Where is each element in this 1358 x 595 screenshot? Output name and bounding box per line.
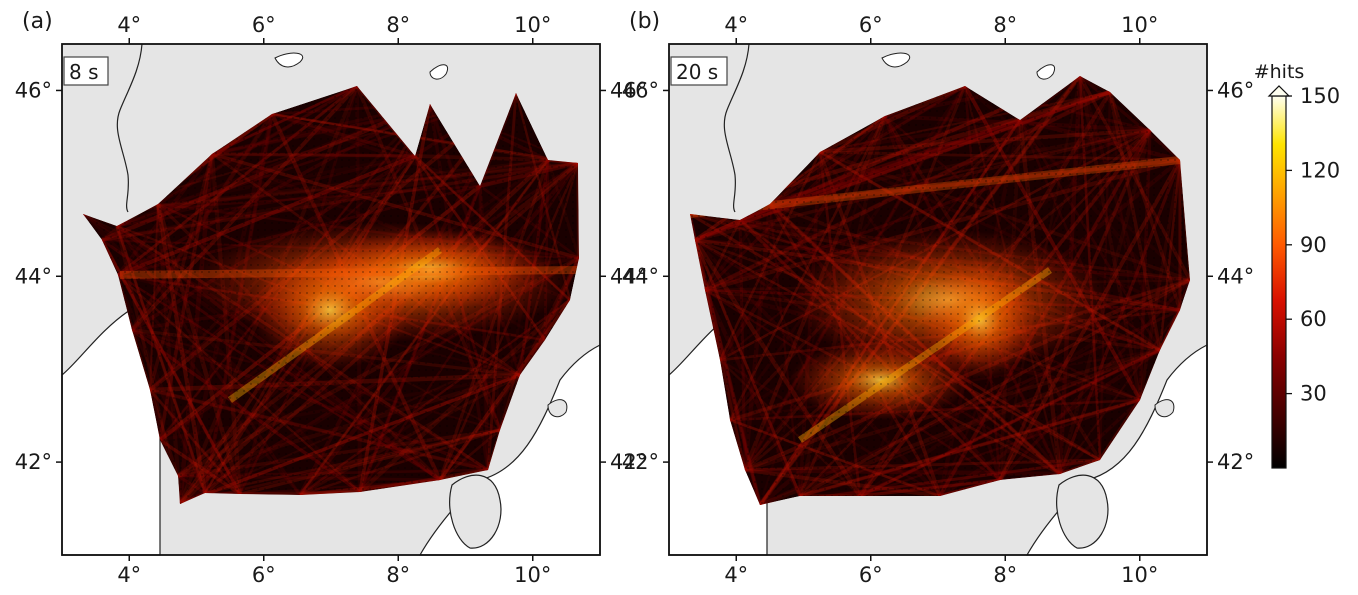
colorbar-tick-label: 120: [1300, 158, 1340, 182]
colorbar-tick-label: 90: [1300, 233, 1327, 257]
panel-a: 4° 4° 6° 6° 8° 8° 10° 10° 42° 42° 44° 44° 46° 46° (a) 8…: [15, 9, 647, 587]
island: [547, 399, 568, 418]
colorbar-tick-label: 150: [1300, 84, 1340, 108]
period-box: [670, 56, 728, 86]
lat-label-right: 44°: [610, 264, 647, 288]
lake: [274, 52, 303, 68]
lake: [1036, 64, 1055, 80]
lon-label-bottom: 6°: [859, 563, 883, 587]
lat-label-right: 46°: [1217, 78, 1254, 102]
lat-label-left: 42°: [15, 450, 52, 474]
lon-label-bottom: 4°: [117, 563, 141, 587]
lat-label-right: 42°: [610, 450, 647, 474]
lon-label-top: 8°: [386, 13, 410, 37]
colorbar-tick-label: 60: [1300, 307, 1327, 331]
lon-label-top: 6°: [252, 13, 276, 37]
lat-label-right: 46°: [610, 78, 647, 102]
colorbar-overflow-triangle: [1267, 85, 1291, 97]
island: [449, 474, 502, 549]
ray-coverage: [690, 76, 1190, 505]
colorbar: #hits 30 60 90 120 150: [1254, 61, 1340, 469]
ray-coverage: [83, 86, 579, 504]
panel-label: (a): [22, 9, 53, 34]
lat-label-left: 44°: [15, 264, 52, 288]
panel-label: (b): [629, 9, 660, 34]
lat-label-left: 44°: [622, 264, 659, 288]
lon-label-bottom: 10°: [1121, 563, 1158, 587]
panel-b: 4° 4° 6° 6° 8° 8° 10° 10° 42° 42° 44° 44° 46° 46° (b) 2…: [622, 9, 1254, 587]
lon-label-bottom: 10°: [514, 563, 551, 587]
lon-label-bottom: 4°: [724, 563, 748, 587]
lon-label-top: 10°: [1121, 13, 1158, 37]
period-label: 8 s: [69, 60, 99, 84]
map-frame: [61, 43, 601, 556]
colorbar-tick-label: 30: [1300, 382, 1327, 406]
lat-label-right: 42°: [1217, 450, 1254, 474]
coastline: [116, 43, 143, 213]
colorbar-scale: [1271, 95, 1287, 469]
lat-label-right: 44°: [1217, 264, 1254, 288]
lon-label-top: 4°: [117, 13, 141, 37]
island: [1154, 399, 1175, 418]
lon-label-top: 4°: [724, 13, 748, 37]
coastline: [723, 43, 750, 213]
lon-label-top: 6°: [859, 13, 883, 37]
lat-label-left: 46°: [622, 78, 659, 102]
lon-label-bottom: 8°: [993, 563, 1017, 587]
island: [1056, 474, 1109, 549]
lat-label-left: 42°: [622, 450, 659, 474]
lake: [881, 52, 910, 68]
period-label: 20 s: [676, 60, 718, 84]
lon-label-bottom: 6°: [252, 563, 276, 587]
period-box: [63, 56, 109, 86]
lat-label-left: 46°: [15, 78, 52, 102]
colorbar-title: #hits: [1254, 61, 1305, 83]
lon-label-bottom: 8°: [386, 563, 410, 587]
lon-label-top: 8°: [993, 13, 1017, 37]
map-frame: [668, 43, 1208, 556]
lake: [429, 64, 448, 80]
lon-label-top: 10°: [514, 13, 551, 37]
